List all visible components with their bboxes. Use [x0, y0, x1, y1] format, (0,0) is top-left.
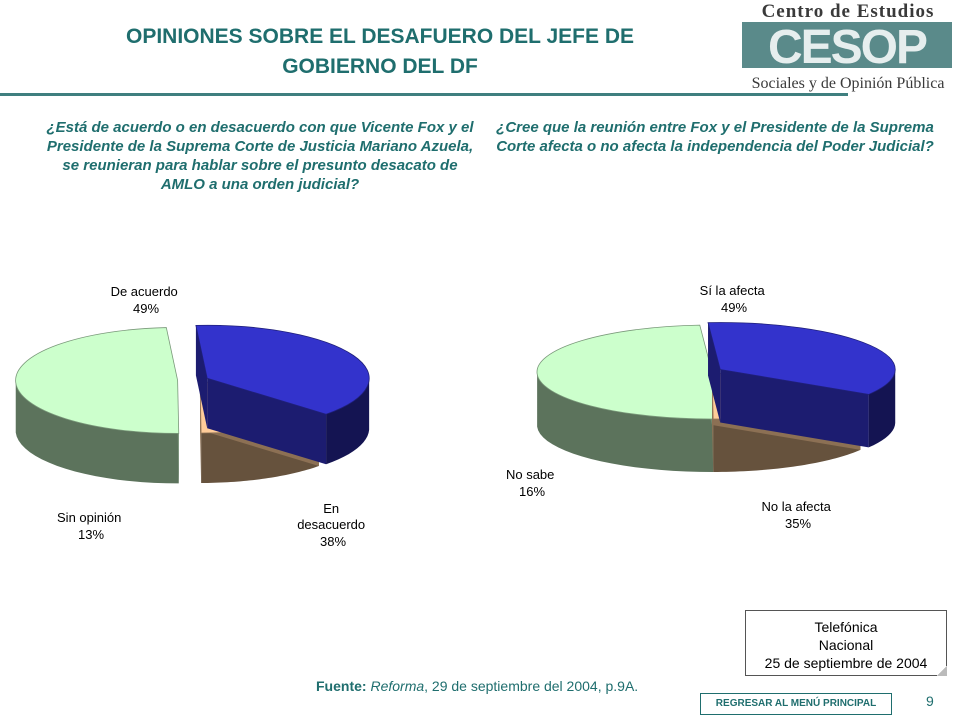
- pie1-slice-1: [195, 324, 370, 465]
- page-title: OPINIONES SOBRE EL DESAFUERO DEL JEFE DE…: [60, 22, 700, 82]
- pie1-slice-2: [199, 379, 321, 483]
- pie1-slice-0: [15, 327, 180, 484]
- pie2-label-no-sabe: No sabe 16%: [506, 467, 558, 499]
- pie1-label-sin-opinion-name: Sin opinión: [57, 510, 121, 525]
- pie2-slice-0-wall-1: [699, 325, 712, 425]
- source-note: Fuente: Reforma, 29 de septiembre del 20…: [316, 678, 638, 694]
- pie2-label-si-la-afecta-value: 49%: [721, 300, 747, 315]
- pie1-slice-0-side: [15, 382, 179, 484]
- page-title-line-1: OPINIONES SOBRE EL DESAFUERO DEL JEFE DE: [126, 25, 634, 48]
- pie1-slice-2-side: [201, 416, 319, 483]
- pie1-slice-1-side: [326, 379, 370, 465]
- chart-2-question: ¿Cree que la reunión entre Fox y el Pres…: [496, 119, 934, 155]
- pie2-label-si-la-afecta-name: Sí la afecta: [700, 283, 766, 298]
- pie1-slice-0-wall-0: [177, 380, 179, 484]
- pie2-slice-1-top: [707, 322, 896, 395]
- survey-note: Telefónica Nacional 25 de septiembre de …: [745, 610, 947, 676]
- pie1-slice-0-wall-1: [166, 327, 178, 431]
- pie2-label-no-sabe-value: 16%: [519, 484, 545, 499]
- pie1-label-de-acuerdo: De acuerdo 49%: [111, 284, 182, 316]
- survey-note-line-3: 25 de septiembre de 2004: [764, 655, 928, 671]
- pie1-label-en-desacuerdo-name-1: En: [323, 501, 339, 516]
- pie2-slice-2-wall-1: [712, 372, 714, 472]
- pie2-slice-0-top: [536, 324, 714, 420]
- source-details: , 29 de septiembre del 2004, p.9A.: [424, 678, 639, 694]
- pie2-slice-2-wall-0: [712, 372, 861, 450]
- cesop-logo: Centro de Estudios CESOP Sociales y de O…: [742, 1, 952, 92]
- pie2-label-no-la-afecta: No la afecta 35%: [762, 499, 835, 531]
- pie1-label-de-acuerdo-name: De acuerdo: [111, 284, 178, 299]
- pie2-labels: Sí la afecta 49% No la afecta 35% No sab…: [506, 283, 835, 531]
- logo-line-bottom: Sociales y de Opinión Pública: [752, 75, 945, 92]
- pie2-label-no-sabe-name: No sabe: [506, 467, 554, 482]
- logo-line-top: Centro de Estudios: [762, 1, 935, 22]
- note-fold: [937, 666, 947, 676]
- pie2-slice-1-wall-0: [708, 322, 721, 423]
- pie2-slice-1-wall-1: [720, 369, 869, 448]
- pie1-slice-2-top: [199, 379, 321, 434]
- pie2-label-no-la-afecta-name: No la afecta: [762, 499, 832, 514]
- pie2-slice-2: [711, 371, 862, 472]
- back-to-menu-button[interactable]: REGRESAR AL MENÚ PRINCIPAL: [700, 693, 892, 715]
- pie1-label-de-acuerdo-value: 49%: [133, 301, 159, 316]
- pie1-slice-2-wall-0: [200, 380, 319, 467]
- pie2-slice-2-side: [713, 396, 861, 472]
- pie1-label-sin-opinion: Sin opinión 13%: [57, 510, 125, 542]
- survey-note-line-2: Nacional: [818, 637, 874, 653]
- page-number: 9: [926, 693, 934, 709]
- logo-mark: CESOP: [768, 21, 927, 74]
- pie1-slice-1-top: [195, 324, 370, 415]
- pie2-label-no-la-afecta-value: 35%: [785, 516, 811, 531]
- pie1-label-en-desacuerdo-value: 38%: [320, 534, 346, 549]
- chart-1-question: ¿Está de acuerdo o en desacuerdo con que…: [46, 119, 474, 193]
- pie2-slice-1: [707, 322, 896, 448]
- pie1-slice-2-wall-1: [200, 380, 202, 483]
- pie1-label-sin-opinion-value: 13%: [78, 527, 104, 542]
- source-prefix: Fuente:: [316, 678, 367, 694]
- pie1-label-en-desacuerdo: En desacuerdo 38%: [297, 501, 369, 549]
- page-title-line-2: GOBIERNO DEL DF: [282, 55, 478, 78]
- pie2-slice-2-top: [711, 371, 862, 420]
- pie2-slice-1-side: [868, 369, 896, 448]
- pie1-label-en-desacuerdo-name-2: desacuerdo: [297, 517, 365, 532]
- pie1-slice-1-wall-1: [207, 378, 327, 465]
- source-publication: Reforma: [370, 678, 425, 694]
- pie2-slice-0-wall-0: [712, 372, 714, 472]
- survey-note-line-1: Telefónica: [814, 619, 878, 635]
- pie2-slice-0: [536, 324, 714, 472]
- pie1-labels: De acuerdo 49% En desacuerdo 38% Sin opi…: [57, 284, 369, 549]
- pie2-slice-0-side: [537, 373, 714, 472]
- pie1-slice-0-top: [15, 327, 180, 434]
- pie1-slice-1-wall-0: [195, 325, 208, 429]
- title-divider: [0, 93, 848, 96]
- pie2-label-si-la-afecta: Sí la afecta 49%: [700, 283, 769, 315]
